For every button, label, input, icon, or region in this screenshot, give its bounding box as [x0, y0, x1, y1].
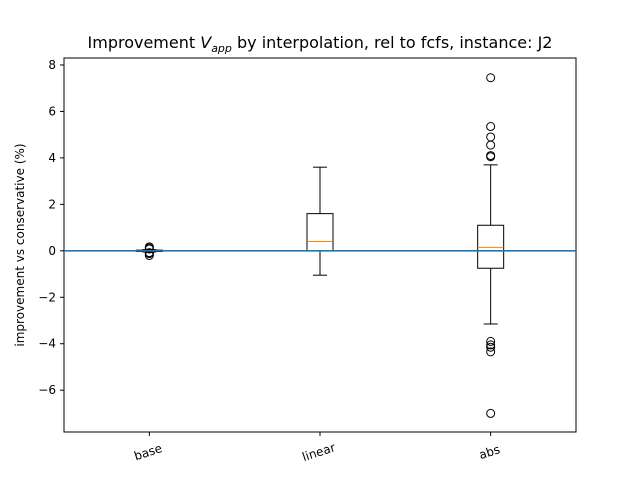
y-tick-label: −4 [38, 337, 56, 351]
outlier-point [486, 73, 496, 83]
y-tick-label: 0 [48, 244, 56, 258]
outlier-point [144, 244, 154, 254]
y-tick-label: 8 [48, 58, 56, 72]
chart-title-variable: V [200, 33, 212, 52]
chart-title-subscript: app [211, 42, 232, 55]
box-group-abs [477, 73, 505, 418]
outlier-point [486, 140, 496, 150]
y-tick-label: 2 [48, 197, 56, 211]
x-tick-label-abs: abs [477, 442, 502, 462]
outlier-point [486, 340, 496, 350]
y-tick-label: 6 [48, 104, 56, 118]
chart-title: Improvement Vapp by interpolation, rel t… [88, 33, 553, 55]
outlier-point [486, 347, 496, 357]
outlier-point [486, 342, 496, 352]
outlier-point [486, 152, 496, 162]
chart-title-prefix: Improvement [88, 33, 201, 52]
outlier-point [486, 408, 496, 418]
y-tick-label: 4 [48, 151, 56, 165]
outlier-point [486, 122, 496, 132]
iqr-box [477, 224, 505, 269]
outlier-point [486, 336, 496, 346]
y-axis-label: improvement vs conservative (%) [13, 143, 27, 346]
y-tick-label: −6 [38, 383, 56, 397]
y-tick-label: −2 [38, 290, 56, 304]
chart-title-suffix: by interpolation, rel to fcfs, instance:… [232, 33, 553, 52]
